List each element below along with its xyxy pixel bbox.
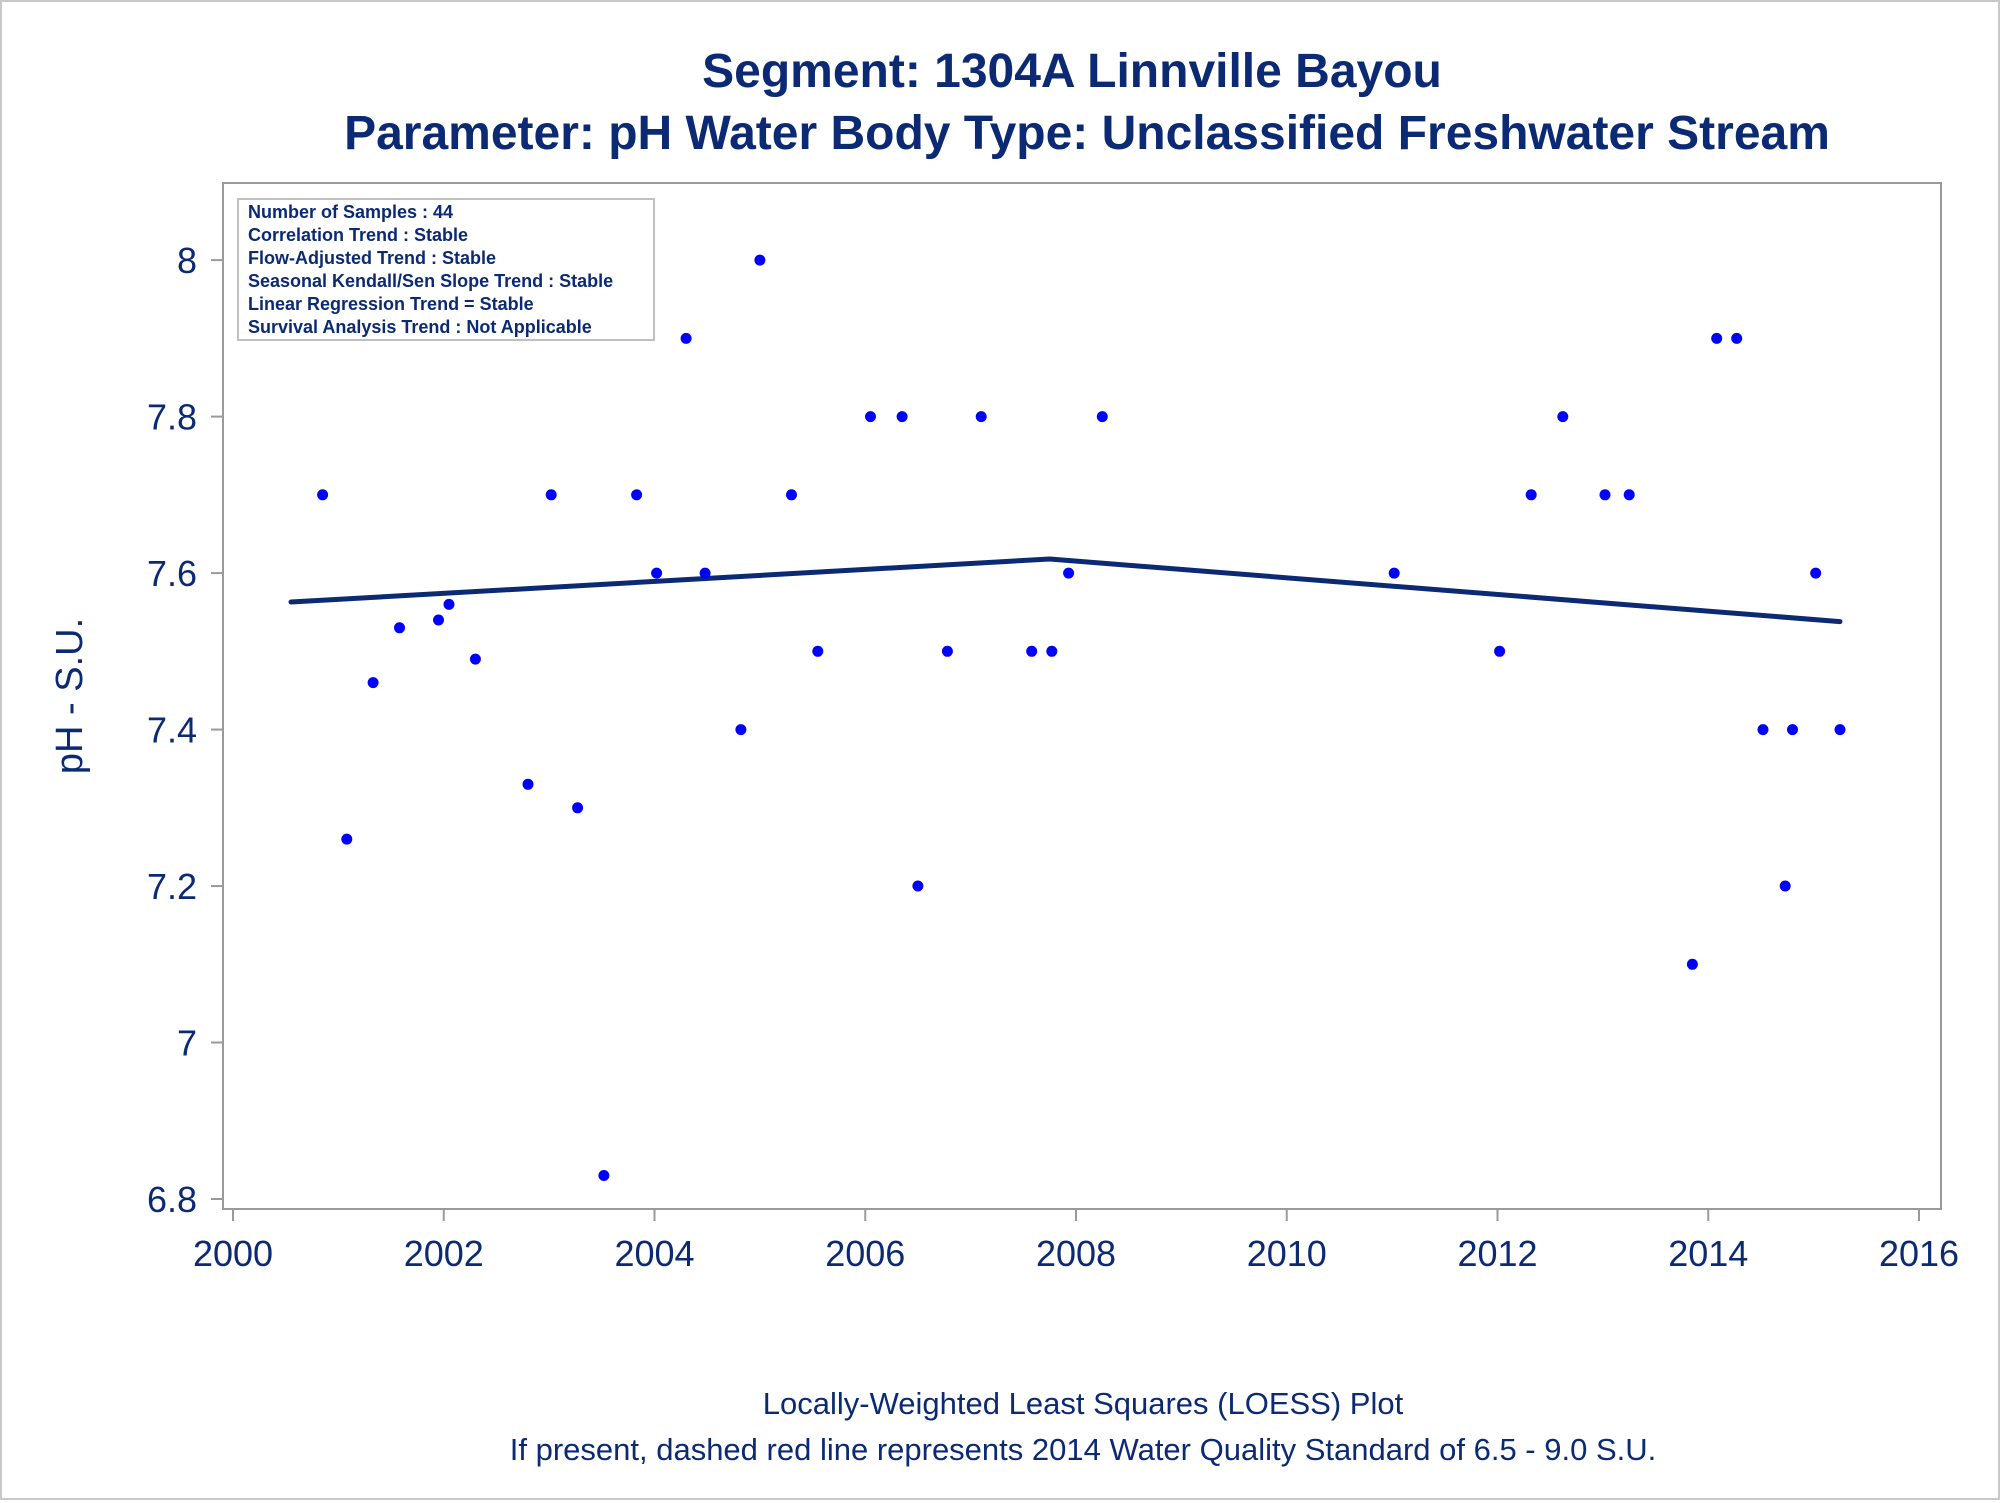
y-axis: 6.8 7 7.2 7.4 7.6 7.8 8	[147, 240, 223, 1220]
data-point	[1557, 411, 1569, 423]
footnote-line2: If present, dashed red line represents 2…	[510, 1432, 1657, 1467]
data-point	[941, 645, 953, 657]
chart-title-line1: Segment: 1304A Linnville Bayou	[702, 45, 1442, 98]
data-point	[394, 622, 405, 634]
data-point	[522, 778, 534, 790]
stats-box-border	[237, 198, 655, 341]
data-point	[1787, 724, 1798, 736]
chart-title-line2: Parameter: pH Water Body Type: Unclassif…	[344, 107, 1830, 160]
y-tick-label: 7.6	[147, 553, 197, 594]
stats-linear-regression-trend: Linear Regression Trend = Stable	[248, 294, 534, 314]
data-point	[896, 411, 908, 423]
x-tick-label: 2000	[193, 1233, 273, 1274]
data-point	[754, 254, 766, 266]
x-tick-label: 2014	[1668, 1233, 1748, 1274]
stats-box: Number of Samples : 44 Correlation Trend…	[237, 198, 655, 341]
data-point	[735, 724, 747, 736]
data-point	[1388, 567, 1400, 579]
data-point	[865, 411, 876, 423]
x-tick-label: 2004	[614, 1233, 694, 1274]
data-point	[1599, 489, 1611, 501]
data-point	[1757, 724, 1769, 736]
y-tick-label: 6.8	[147, 1179, 197, 1220]
data-point	[912, 880, 924, 892]
data-point	[1063, 567, 1075, 579]
data-point	[1623, 489, 1635, 501]
data-point	[433, 614, 444, 626]
stats-correlation-trend: Correlation Trend : Stable	[248, 225, 468, 245]
data-point	[443, 598, 455, 610]
data-point	[1046, 645, 1058, 657]
data-point	[1686, 958, 1698, 970]
stats-survival-analysis-trend: Survival Analysis Trend : Not Applicable	[248, 317, 592, 337]
data-point	[1731, 332, 1743, 344]
footnote-line1: Locally-Weighted Least Squares (LOESS) P…	[763, 1386, 1404, 1421]
data-point	[469, 653, 481, 665]
data-point	[699, 567, 711, 579]
data-point	[545, 489, 557, 501]
loess-curve-group	[288, 556, 1843, 625]
x-tick-label: 2016	[1879, 1233, 1959, 1274]
data-point	[1834, 724, 1846, 736]
data-point	[367, 677, 379, 689]
data-point	[341, 833, 353, 845]
data-point	[1810, 567, 1822, 579]
data-point	[1494, 645, 1506, 657]
data-point	[572, 802, 584, 814]
data-point	[1711, 332, 1723, 344]
data-point	[631, 489, 643, 501]
y-tick-label: 7.8	[147, 397, 197, 438]
x-axis: 2000 2002 2004 2006 2008 2010 2012 2014 2016	[193, 1209, 1959, 1274]
y-axis-label: pH - S.U.	[49, 618, 91, 774]
x-tick-label: 2008	[1036, 1233, 1116, 1274]
data-point	[1026, 645, 1038, 657]
stats-samples: Number of Samples : 44	[248, 202, 453, 222]
y-tick-label: 8	[177, 240, 197, 281]
data-point	[812, 645, 824, 657]
data-point	[651, 567, 663, 579]
data-point	[786, 489, 797, 501]
y-tick-label: 7.4	[147, 710, 197, 751]
stats-flow-adjusted-trend: Flow-Adjusted Trend : Stable	[248, 248, 496, 268]
y-tick-label: 7.2	[147, 866, 197, 907]
data-point	[975, 411, 987, 423]
data-point	[317, 489, 329, 501]
data-points-group	[285, 231, 1846, 1181]
data-point	[598, 1170, 610, 1181]
x-tick-label: 2006	[825, 1233, 905, 1274]
data-point	[680, 332, 692, 344]
x-tick-label: 2002	[404, 1233, 484, 1274]
y-tick-label: 7	[177, 1023, 197, 1064]
loess-line	[288, 556, 1843, 625]
data-point	[1096, 411, 1108, 423]
plot-area-frame	[222, 182, 1942, 1210]
x-tick-label: 2010	[1247, 1233, 1327, 1274]
stats-seasonal-kendall-trend: Seasonal Kendall/Sen Slope Trend : Stabl…	[248, 271, 613, 291]
data-point	[1779, 880, 1791, 892]
data-point	[1525, 489, 1537, 501]
x-tick-label: 2012	[1457, 1233, 1537, 1274]
